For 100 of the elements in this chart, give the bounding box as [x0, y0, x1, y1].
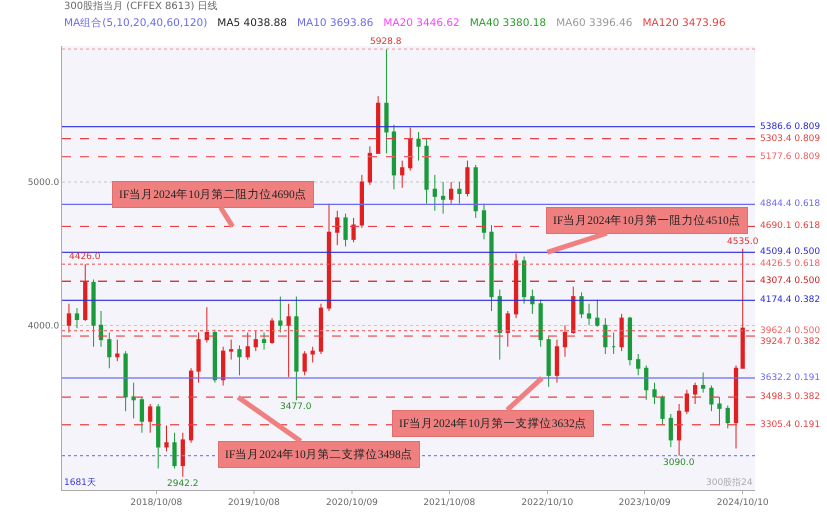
candlestick	[91, 278, 96, 348]
ref-line-label: 5303.4 0.809	[760, 134, 820, 144]
text: MA20 3446.62	[383, 16, 460, 31]
ref-line-label: 3498.3 0.382	[760, 392, 820, 402]
annotation: 4535.0	[727, 237, 759, 247]
text: MA60 3396.46	[556, 16, 632, 31]
candlestick	[424, 138, 429, 204]
candlestick	[636, 353, 640, 376]
text: MA120 3473.96	[642, 16, 726, 31]
candlestick	[360, 174, 364, 228]
ref-line-label: 3305.4 0.191	[760, 420, 820, 430]
annotation: 3090.0	[663, 458, 695, 468]
candlestick	[514, 253, 518, 319]
ref-line-label: 4426.5 0.618	[760, 259, 820, 269]
candlestick	[684, 389, 689, 415]
candlestick	[498, 288, 502, 360]
candlestick	[376, 96, 380, 154]
candlestick	[368, 146, 372, 186]
chart-subtitle: MA组合(5,10,20,40,60,120)	[64, 16, 208, 31]
chart-title: 300股指当月 (CFFEX 8613) 日线	[64, 0, 219, 14]
ref-line-label: 4174.4 0.382	[760, 295, 820, 305]
candlestick	[229, 339, 234, 360]
candlestick	[196, 332, 201, 384]
candlestick	[740, 248, 745, 369]
text: MA40 3380.18	[470, 16, 546, 31]
x-tick-label: 2023/10/09	[618, 498, 671, 508]
candlestick	[123, 350, 128, 412]
annotation: 5928.8	[370, 37, 402, 47]
candlestick	[172, 432, 177, 470]
candlestick	[595, 299, 600, 328]
candlestick	[326, 203, 332, 312]
candlestick	[586, 303, 592, 326]
candlestick	[717, 396, 722, 426]
ref-line-label: 4509.4 0.500	[760, 247, 820, 257]
candlestick	[734, 364, 738, 449]
candlestick	[212, 329, 218, 384]
candlestick	[107, 332, 112, 369]
candlestick	[384, 48, 389, 154]
candlestick	[693, 382, 698, 405]
ref-line-label: 5386.6 0.809	[760, 122, 820, 132]
candlestick	[294, 296, 299, 401]
annotation: 4426.0	[69, 252, 101, 262]
candlestick	[416, 131, 421, 162]
ref-line-label: 4844.4 0.618	[760, 199, 820, 209]
candlestick	[474, 164, 478, 218]
candlestick	[701, 372, 706, 394]
candlestick	[180, 432, 185, 478]
annotation: 300股指24	[706, 477, 753, 488]
candlestick	[676, 404, 682, 456]
candlestick	[392, 124, 396, 190]
ref-line-label: 4307.4 0.500	[760, 276, 820, 286]
candlestick	[726, 405, 730, 429]
candlestick	[237, 344, 242, 376]
candlestick	[482, 203, 486, 240]
candlestick	[74, 308, 80, 329]
candlestick	[246, 332, 250, 360]
candlestick	[302, 350, 307, 376]
candlestick	[66, 303, 72, 333]
x-tick-label: 2020/10/09	[326, 498, 378, 508]
candlestick	[343, 213, 348, 248]
annotation: IF当月2024年10月第一支撑位3632点	[399, 417, 587, 430]
candlestick	[164, 425, 169, 452]
candlestick	[432, 174, 437, 212]
candlestick	[457, 182, 462, 204]
candlestick	[156, 404, 160, 470]
candlestick	[400, 160, 404, 188]
candlestick	[448, 182, 454, 204]
ref-line-label: 3632.2 0.191	[760, 373, 820, 383]
candlestick	[310, 346, 315, 364]
candlestick	[611, 332, 616, 354]
text: MA10 3693.86	[296, 16, 374, 31]
ref-line-label: 4690.1 0.618	[760, 221, 820, 231]
x-tick-label: 2021/10/08	[423, 498, 476, 508]
candlestick	[83, 264, 88, 322]
candlestick	[644, 364, 648, 400]
candlestick	[546, 336, 551, 388]
candlestick	[278, 296, 282, 333]
candlestick	[620, 313, 624, 352]
candlestick	[489, 224, 494, 312]
candlestick	[318, 303, 324, 354]
candlestick	[506, 310, 510, 348]
candlestick	[603, 318, 608, 354]
candlestick	[131, 382, 136, 419]
candlestick	[115, 339, 120, 362]
annotation: 3477.0	[280, 402, 312, 412]
candlestick	[221, 346, 226, 386]
candlestick	[254, 330, 258, 352]
annotation: IF当月2024年10月第二阻力位4690点	[119, 188, 307, 201]
candlestick	[571, 286, 576, 334]
annotation: IF当月2024年10月第一阻力位4510点	[553, 214, 741, 227]
x-tick-label: 2018/10/08	[130, 498, 183, 508]
candlestick	[579, 292, 584, 319]
annotation: 2942.2	[167, 479, 198, 489]
candlestick	[98, 310, 104, 348]
ref-line-label: 3924.7 0.382	[760, 337, 820, 347]
ref-line-label: 5177.6 0.809	[760, 152, 820, 162]
candlestick	[522, 256, 526, 304]
candlestick	[408, 127, 412, 172]
candlestick	[465, 160, 470, 197]
annotation: IF当月2024年10月第二支撑位3498点	[225, 448, 413, 461]
